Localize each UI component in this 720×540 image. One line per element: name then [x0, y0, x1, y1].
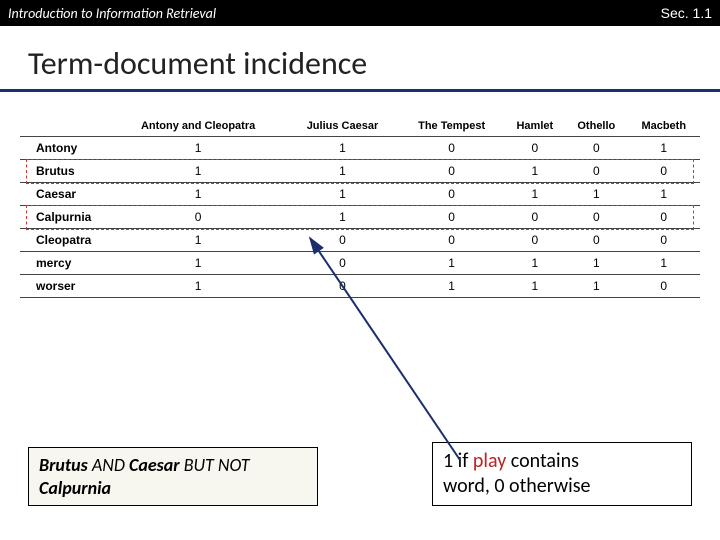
query-term: Brutus: [39, 454, 88, 476]
matrix-cell: 0: [286, 275, 399, 298]
matrix-cell: 0: [399, 183, 505, 206]
matrix-cell: 0: [399, 229, 505, 252]
matrix-cell: 0: [399, 137, 505, 160]
matrix-cell: 1: [628, 183, 700, 206]
matrix-cell: 1: [286, 183, 399, 206]
matrix-row: mercy101111: [20, 252, 700, 275]
matrix-cell: 0: [628, 206, 700, 229]
matrix-row: Cleopatra100000: [20, 229, 700, 252]
column-header: Hamlet: [505, 116, 566, 137]
column-header: Macbeth: [628, 116, 700, 137]
row-term: Cleopatra: [20, 229, 110, 252]
section-label: Sec. 1.1: [661, 5, 712, 21]
title-area: Term-document incidence: [0, 26, 720, 89]
matrix-cell: 1: [399, 275, 505, 298]
matrix-cell: 0: [505, 137, 566, 160]
info-text: 1: [443, 449, 453, 473]
matrix-cell: 1: [628, 137, 700, 160]
matrix-cell: 1: [110, 183, 286, 206]
query-box: Brutus AND Caesar BUT NOT Calpurnia: [28, 447, 318, 506]
matrix-cell: 1: [110, 160, 286, 183]
matrix-cell: 1: [286, 137, 399, 160]
header-bar: Introduction to Information Retrieval Se…: [0, 0, 720, 26]
row-term: worser: [20, 275, 110, 298]
matrix-cell: 1: [565, 183, 627, 206]
info-text: 0 otherwise: [494, 474, 590, 498]
matrix-cell: 0: [286, 252, 399, 275]
matrix-row: Antony110001: [20, 137, 700, 160]
query-term: Calpurnia: [39, 477, 111, 499]
matrix-cell: 1: [286, 206, 399, 229]
matrix-cell: 0: [628, 160, 700, 183]
column-header: The Tempest: [399, 116, 505, 137]
matrix-cell: 0: [565, 206, 627, 229]
matrix-cell: 1: [110, 252, 286, 275]
matrix-cell: 1: [110, 137, 286, 160]
matrix-cell: 0: [505, 206, 566, 229]
matrix-cell: 1: [505, 252, 566, 275]
column-header: Antony and Cleopatra: [110, 116, 286, 137]
row-term: Brutus: [20, 160, 110, 183]
row-term: Calpurnia: [20, 206, 110, 229]
matrix-cell: 0: [110, 206, 286, 229]
matrix-cell: 0: [628, 275, 700, 298]
matrix-area: Antony and CleopatraJulius CaesarThe Tem…: [20, 116, 700, 298]
matrix-cell: 1: [505, 183, 566, 206]
query-term: Caesar: [129, 454, 180, 476]
slide-title: Term-document incidence: [28, 44, 720, 83]
row-term: Caesar: [20, 183, 110, 206]
matrix-cell: 0: [505, 229, 566, 252]
matrix-cell: 0: [565, 229, 627, 252]
course-title: Introduction to Information Retrieval: [8, 5, 216, 22]
matrix-cell: 1: [565, 275, 627, 298]
row-term: mercy: [20, 252, 110, 275]
matrix-cell: 1: [565, 252, 627, 275]
info-text: if: [458, 449, 469, 473]
matrix-cell: 1: [628, 252, 700, 275]
matrix-row: Calpurnia010000: [20, 206, 700, 229]
matrix-cell: 0: [565, 160, 627, 183]
column-header: Julius Caesar: [286, 116, 399, 137]
query-op: AND: [92, 454, 125, 476]
title-underline: [0, 89, 720, 92]
info-play: play: [473, 449, 506, 473]
matrix-cell: 1: [110, 275, 286, 298]
matrix-row: Brutus110100: [20, 160, 700, 183]
row-term: Antony: [20, 137, 110, 160]
column-header: Othello: [565, 116, 627, 137]
matrix-cell: 0: [286, 229, 399, 252]
matrix-cell: 0: [399, 206, 505, 229]
matrix-cell: 1: [286, 160, 399, 183]
query-op: BUT NOT: [184, 454, 250, 476]
matrix-cell: 1: [110, 229, 286, 252]
incidence-matrix: Antony and CleopatraJulius CaesarThe Tem…: [20, 116, 700, 298]
info-text: word,: [443, 474, 490, 498]
info-box: 1 if play contains word, 0 otherwise: [432, 442, 692, 506]
matrix-cell: 0: [628, 229, 700, 252]
matrix-cell: 1: [505, 160, 566, 183]
matrix-cell: 0: [565, 137, 627, 160]
matrix-cell: 1: [399, 252, 505, 275]
matrix-row: worser101110: [20, 275, 700, 298]
matrix-row: Caesar110111: [20, 183, 700, 206]
info-text: contains: [511, 449, 579, 473]
matrix-cell: 1: [505, 275, 566, 298]
matrix-cell: 0: [399, 160, 505, 183]
